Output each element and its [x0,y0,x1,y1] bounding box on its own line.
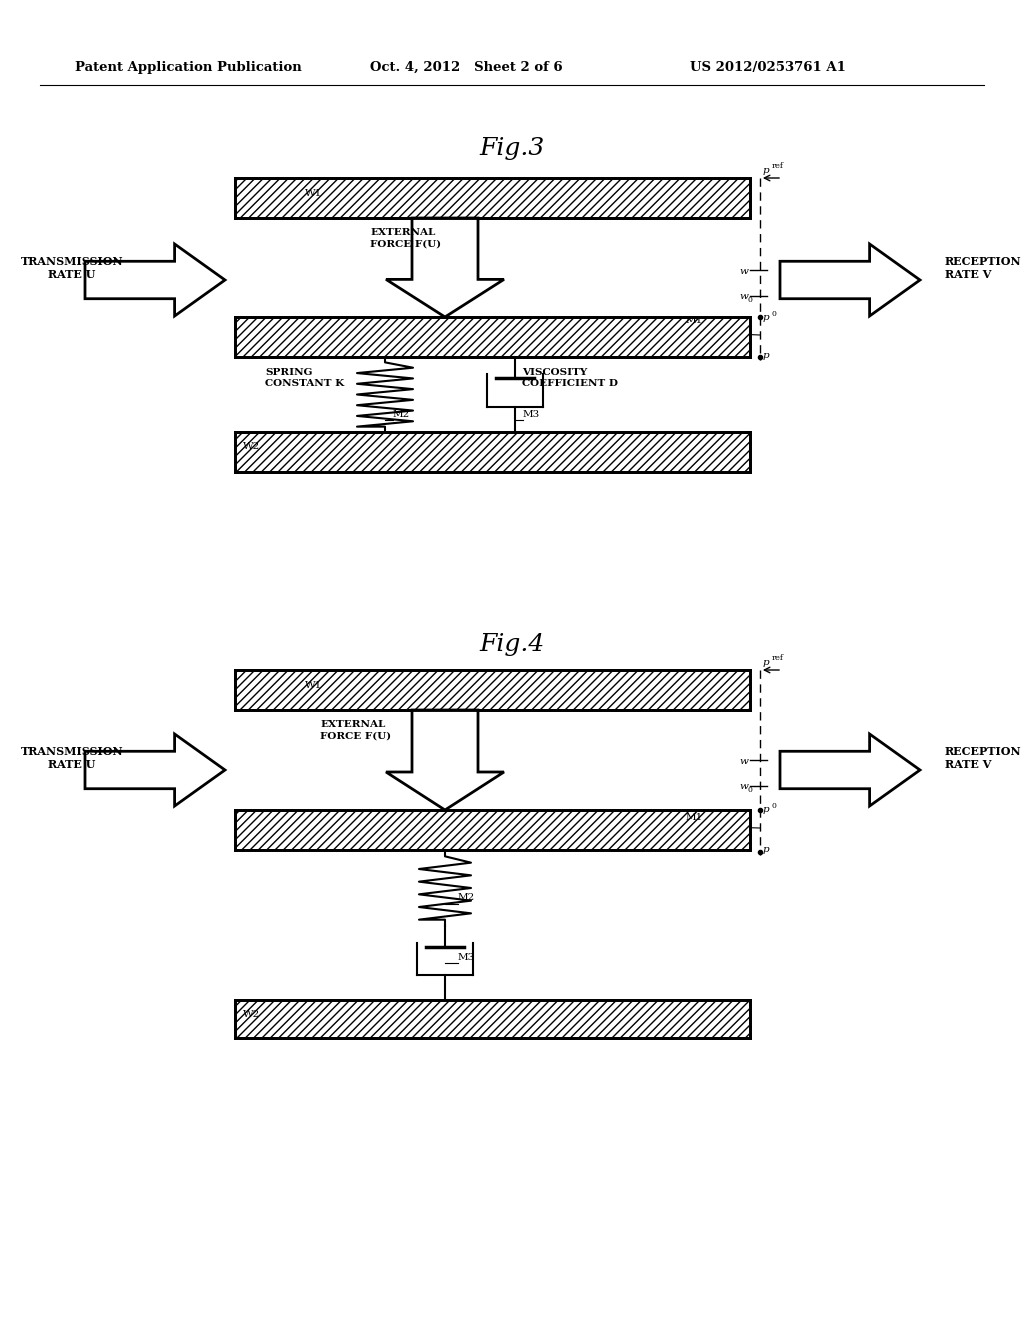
Bar [234,432,750,473]
Text: W1: W1 [305,189,323,198]
Text: ref: ref [772,162,784,170]
Text: 0: 0 [748,785,753,795]
Text: RECEPTION
RATE V: RECEPTION RATE V [945,256,1022,280]
Text: Oct. 4, 2012   Sheet 2 of 6: Oct. 4, 2012 Sheet 2 of 6 [370,61,562,74]
Text: 0: 0 [771,310,776,318]
Text: Fig.3: Fig.3 [479,136,545,160]
Text: w: w [739,756,748,766]
Text: W1: W1 [305,681,323,690]
Text: RECEPTION
RATE V: RECEPTION RATE V [945,746,1022,771]
Text: p: p [763,845,770,854]
Text: Patent Application Publication: Patent Application Publication [75,61,302,74]
Text: w: w [739,292,748,301]
Text: 0: 0 [748,296,753,304]
Text: p: p [763,657,770,667]
Polygon shape [386,710,504,810]
Polygon shape [780,244,920,315]
Text: p: p [763,313,770,322]
Text: W2: W2 [243,442,260,451]
Text: SPRING
CONSTANT K: SPRING CONSTANT K [265,368,344,388]
Text: US 2012/0253761 A1: US 2012/0253761 A1 [690,61,846,74]
Text: M1: M1 [686,315,703,325]
Bar [234,317,750,356]
Text: Fig.4: Fig.4 [479,634,545,656]
Text: M3: M3 [523,411,541,418]
Polygon shape [85,244,225,315]
Text: p: p [763,351,770,360]
Text: M2: M2 [393,411,411,418]
Text: TRANSMISSION
RATE U: TRANSMISSION RATE U [20,746,123,771]
Text: VISCOSITY
COEFFICIENT D: VISCOSITY COEFFICIENT D [522,368,618,388]
Polygon shape [386,218,504,317]
Text: EXTERNAL
FORCE F(U): EXTERNAL FORCE F(U) [370,228,441,248]
Text: 0: 0 [771,803,776,810]
Bar [234,1001,750,1038]
Text: M3: M3 [458,953,475,962]
Bar [234,178,750,218]
Bar [234,810,750,850]
Text: M1: M1 [686,813,703,822]
Text: W2: W2 [243,1010,260,1019]
Text: TRANSMISSION
RATE U: TRANSMISSION RATE U [20,256,123,280]
Text: w: w [739,267,748,276]
Text: p: p [763,805,770,814]
Text: M2: M2 [458,894,475,902]
Polygon shape [85,734,225,807]
Text: p: p [763,166,770,176]
Text: ref: ref [772,653,784,663]
Text: w: w [739,781,748,791]
Bar [234,671,750,710]
Polygon shape [780,734,920,807]
Text: EXTERNAL
FORCE F(U): EXTERNAL FORCE F(U) [319,719,391,741]
